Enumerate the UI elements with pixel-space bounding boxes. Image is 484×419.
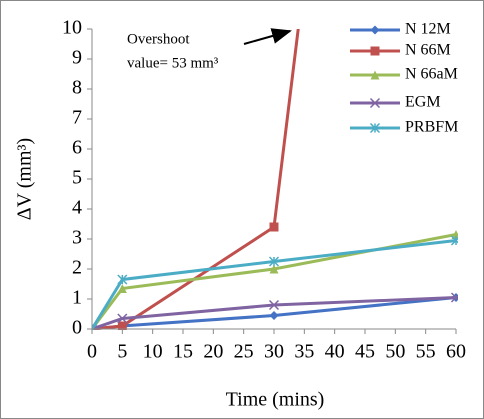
y-tick-label: 8 [72,77,82,99]
x-tick-label: 15 [173,341,193,363]
marker [269,222,279,232]
marker [370,70,380,80]
series-line [92,296,457,330]
marker [117,321,127,330]
y-tick-label: 5 [72,167,82,189]
marker [450,292,458,303]
y-tick-label: 3 [72,227,82,249]
x-tick-label: 40 [325,341,345,363]
marker [370,46,380,56]
marker [370,25,380,35]
x-tick-label: 50 [385,341,405,363]
x-tick-label: 10 [143,341,163,363]
legend-label: N 12M [405,21,451,38]
annotation-arrow [243,28,292,45]
annotation: Overshoot [127,31,190,47]
marker [450,235,458,246]
marker [92,323,98,330]
marker [268,256,280,267]
legend-label: PRBFM [405,119,458,136]
legend-label: EGM [405,94,441,111]
y-tick-label: 9 [72,47,82,69]
x-tick-label: 30 [264,341,284,363]
marker [117,313,128,324]
plot-area [92,29,458,330]
marker [268,299,280,311]
x-tick-label: 60 [446,341,466,363]
marker [369,122,381,134]
y-tick-label: 0 [72,317,82,339]
y-tick-label: 7 [72,107,82,129]
y-tick-label: 2 [72,257,82,279]
y-tick-label: 10 [62,17,82,39]
marker [269,311,279,320]
x-tick-label: 20 [203,341,223,363]
legend: N 12M N 66M N 66aM EGM PRBFM [350,21,458,136]
series-group [92,29,458,330]
marker [369,97,381,109]
series-line [92,239,457,330]
series-line [92,29,300,330]
x-tick-label: 5 [117,341,127,363]
x-tick-label: 25 [234,341,254,363]
annotation: value= 53 mm³ [127,55,219,71]
y-axis-label: ΔV (mm³) [14,138,36,220]
legend-label: N 66M [405,42,451,59]
x-tick-label: 35 [294,341,314,363]
legend-label: N 66aM [405,66,458,83]
marker [269,264,279,274]
x-tick-label: 45 [355,341,375,363]
y-tick-label: 6 [72,137,82,159]
x-tick-label: 0 [87,341,97,363]
x-tick-label: 55 [416,341,436,363]
marker [117,284,127,293]
marker [117,274,128,285]
x-axis-label: Time (mins) [226,389,325,411]
y-tick-label: 4 [72,197,82,219]
y-tick-label: 1 [72,287,82,309]
